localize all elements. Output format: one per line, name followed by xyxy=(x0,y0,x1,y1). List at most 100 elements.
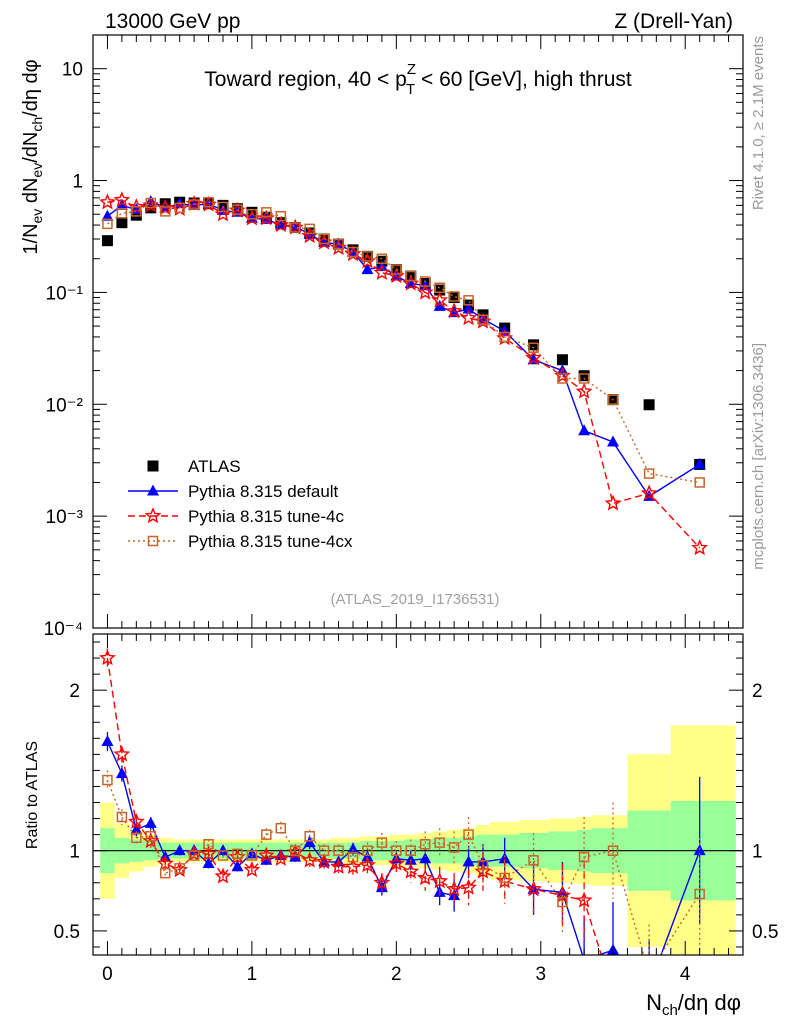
ratio-data-point xyxy=(101,735,114,747)
ratio-data-point xyxy=(130,823,143,835)
main-title: Toward region, 40 < pZ T < 60 [GeV], high… xyxy=(204,61,632,98)
main-y-tick-label: 10⁻² xyxy=(46,395,84,416)
ratio-data-point xyxy=(578,851,590,863)
ratio-data-point xyxy=(693,975,706,988)
legend-label: Pythia 8.315 tune-4c xyxy=(188,507,344,526)
ratio-data-point xyxy=(694,888,705,900)
main-data-point xyxy=(275,210,287,222)
ratio-series-2 xyxy=(102,770,705,977)
ratio-data-point xyxy=(575,891,593,908)
header-left-label: 13000 GeV pp xyxy=(105,10,240,33)
main-y-tick-label: 10⁻¹ xyxy=(46,283,84,304)
ratio-y-tick-label-right: 2 xyxy=(752,681,763,702)
title-sup: Z xyxy=(407,61,416,78)
ratio-data-point xyxy=(361,850,374,862)
main-data-point xyxy=(434,282,445,294)
main-data-point xyxy=(391,264,402,275)
main-series-3 xyxy=(102,196,705,488)
ratio-data-point xyxy=(188,850,200,861)
ratio-data-point xyxy=(217,850,229,861)
legend-label: Pythia 8.315 default xyxy=(188,482,339,501)
main-data-point xyxy=(578,373,590,384)
main-plot-area: 10 1 10⁻¹ 10⁻² 10⁻³ 10⁻⁴ xyxy=(44,34,744,640)
ratio-y-tick-label-right: 1 xyxy=(752,842,763,863)
ratio-series-line xyxy=(106,741,701,955)
main-data-point xyxy=(127,198,145,215)
ratio-frame xyxy=(92,633,744,956)
ratio-data-point xyxy=(333,845,344,856)
ratio-data-point xyxy=(145,830,157,842)
ratio-data-point xyxy=(419,852,432,864)
main-y-tick-label: 10⁻³ xyxy=(46,507,84,528)
ratio-y-tick-label-right: 0.5 xyxy=(752,922,778,943)
main-data-point xyxy=(361,250,373,262)
main-data-point xyxy=(575,382,593,399)
ratio-data-point xyxy=(173,844,186,856)
ratio-data-point xyxy=(246,850,258,861)
main-data-point xyxy=(693,457,706,469)
main-data-point xyxy=(376,253,388,264)
main-data-point xyxy=(604,494,622,511)
main-axes: 10 1 10⁻¹ 10⁻² 10⁻³ 10⁻⁴ xyxy=(44,34,744,640)
ratio-data-point xyxy=(202,857,215,869)
main-data-point xyxy=(557,373,568,384)
ratio-data-point xyxy=(448,842,460,853)
ratio-data-point xyxy=(554,886,571,903)
ratio-data-point xyxy=(159,867,171,879)
ratio-data-point xyxy=(431,872,449,889)
main-data-point xyxy=(116,208,128,219)
main-data-point xyxy=(102,218,113,230)
ratio-data-point xyxy=(528,855,539,866)
ratio-data-point xyxy=(344,857,362,874)
ratio-data-point xyxy=(448,889,461,901)
main-data-point xyxy=(304,223,315,235)
main-data-point xyxy=(347,245,359,257)
ratio-series-line xyxy=(106,657,603,955)
ratio-data-point xyxy=(232,848,243,860)
ratio-data-point xyxy=(477,859,489,871)
main-data-point xyxy=(694,477,705,488)
main-data-point xyxy=(691,539,709,556)
ratio-data-point xyxy=(275,822,287,834)
main-data-point xyxy=(431,291,449,308)
ratio-data-point xyxy=(402,862,420,879)
x-tick-label: 0 xyxy=(102,964,113,985)
main-data-point xyxy=(99,193,116,210)
main-data-point xyxy=(477,312,489,324)
main-data-point xyxy=(405,270,417,282)
main-y-tick-label: 1 xyxy=(72,172,83,193)
title-sub: T xyxy=(406,81,415,98)
main-data-point xyxy=(448,291,460,302)
ratio-data-point xyxy=(645,968,654,977)
main-data-point xyxy=(217,201,229,213)
main-data-point xyxy=(556,354,568,366)
legend-marker xyxy=(147,535,159,547)
main-data-point xyxy=(525,348,542,365)
ratio-data-point xyxy=(499,872,510,884)
main-data-point xyxy=(113,191,131,208)
main-data-point xyxy=(261,207,272,218)
legend-marker xyxy=(147,460,159,472)
main-data-point xyxy=(101,235,113,247)
ratio-series-line xyxy=(106,779,701,955)
main-data-point xyxy=(643,399,655,411)
main-data-point xyxy=(145,197,157,209)
legend-marker xyxy=(147,484,159,496)
ratio-data-point xyxy=(498,852,511,864)
main-data-point xyxy=(188,199,200,210)
main-data-point xyxy=(333,238,344,250)
ratio-axes: 0.5 0.5 1 1 2 2 0 1 2 3 4 xyxy=(54,634,778,985)
ratio-data-point xyxy=(315,853,333,870)
ratio-series-layer xyxy=(99,648,706,988)
ratio-data-point xyxy=(258,846,275,863)
main-data-point xyxy=(477,314,489,325)
ratio-data-point xyxy=(200,845,217,861)
x-tick-label: 1 xyxy=(247,964,258,985)
ratio-y-tick-label: 2 xyxy=(69,681,80,702)
ratio-data-point xyxy=(404,853,417,865)
ratio-data-point xyxy=(203,839,214,850)
x-axis-label: Nch/dη dφ xyxy=(646,990,741,1019)
ratio-data-point xyxy=(131,832,142,844)
